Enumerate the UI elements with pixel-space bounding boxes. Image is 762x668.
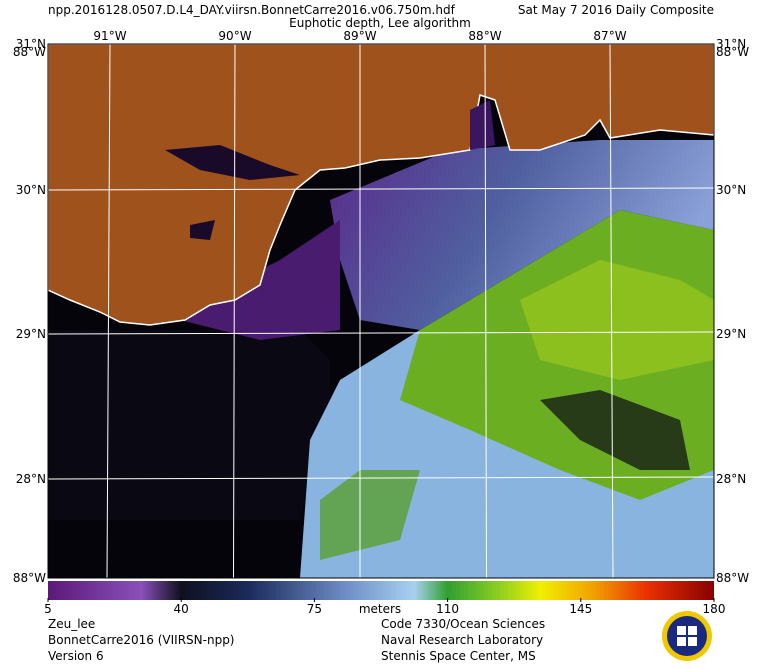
colorbar-tick-label: 110 [436, 602, 459, 616]
lake [190, 220, 215, 240]
date-label: Sat May 7 2016 Daily Composite [518, 3, 714, 17]
lat-label: 28°N [16, 472, 46, 486]
green-streak [320, 470, 420, 560]
parallel [47, 476, 715, 480]
meridian [484, 43, 487, 579]
lat-label: 29°N [716, 327, 746, 341]
meridian [609, 43, 614, 579]
nrl-logo [662, 611, 712, 661]
colorbar-tick-label: 180 [703, 602, 726, 616]
corner-label: 88°W [13, 45, 46, 59]
colorbar [48, 581, 714, 600]
colorbar-tick-label: 5 [44, 602, 52, 616]
footer-right: Stennis Space Center, MS [381, 649, 536, 663]
map [48, 44, 714, 578]
lat-label: 31°N [16, 37, 46, 51]
lon-label: 88°W [468, 29, 501, 43]
corner-label: 88°W [716, 45, 749, 59]
lat-label: 30°N [16, 183, 46, 197]
colorbar-tick-label: 75 [307, 602, 322, 616]
file-name: npp.2016128.0507.D.L4_DAY.viirsn.BonnetC… [48, 3, 456, 17]
footer-left: Zeu_lee [48, 617, 95, 631]
subtitle: Euphotic depth, Lee algorithm [289, 16, 471, 30]
footer-left: Version 6 [48, 649, 104, 663]
lat-label: 28°N [716, 472, 746, 486]
lat-label: 31°N [716, 37, 746, 51]
lake-pontchartrain [165, 145, 300, 180]
map-frame [47, 43, 715, 579]
footer-right: Naval Research Laboratory [381, 633, 543, 647]
meridian [233, 43, 236, 579]
graticule [47, 43, 715, 579]
lat-label: 30°N [716, 183, 746, 197]
dark-water [48, 330, 330, 520]
meridian [106, 43, 111, 579]
lon-label: 91°W [93, 29, 126, 43]
colorbar-tick-label: 40 [174, 602, 189, 616]
cloud-gap [540, 390, 690, 470]
mobile-bay [470, 100, 495, 150]
parallel [47, 331, 715, 335]
lon-label: 89°W [343, 29, 376, 43]
colorbar-tick-label: 145 [569, 602, 592, 616]
corner-label: 88°W [716, 571, 749, 585]
corner-label: 88°W [13, 571, 46, 585]
parallel [47, 187, 715, 191]
footer-right: Code 7330/Ocean Sciences [381, 617, 545, 631]
river-plume [330, 140, 714, 330]
lat-label: 29°N [16, 327, 46, 341]
lon-label: 90°W [218, 29, 251, 43]
footer-left: BonnetCarre2016 (VIIRSN-npp) [48, 633, 235, 647]
land [48, 44, 714, 326]
colorbar-unit: meters [359, 602, 401, 616]
lon-label: 87°W [593, 29, 626, 43]
yellow-green-water [520, 260, 714, 380]
